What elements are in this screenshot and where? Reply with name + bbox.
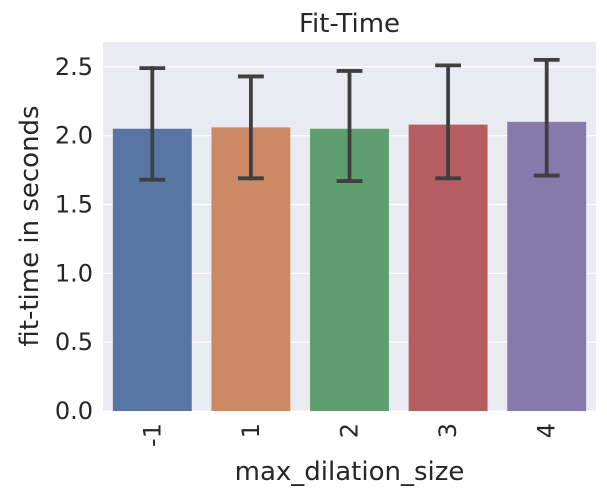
x-tick-label: 3: [434, 423, 462, 438]
y-tick-label: 2.5: [55, 53, 93, 81]
error-bar: [533, 57, 560, 178]
x-tick-label: 1: [237, 423, 265, 438]
error-bar: [139, 66, 166, 182]
x-tick-labels: -1 1 2 3 4: [138, 423, 560, 447]
error-bar: [336, 69, 363, 183]
y-tick-label: 1.5: [55, 190, 93, 218]
y-tick-labels: 0.0 0.5 1.0 1.5 2.0 2.5: [55, 53, 93, 425]
x-tick-label: -1: [138, 423, 166, 447]
x-tick-label: 4: [533, 423, 561, 438]
y-tick-label: 1.0: [55, 259, 93, 287]
y-axis-label: fit-time in seconds: [15, 105, 45, 346]
y-tick-label: 2.0: [55, 122, 93, 150]
x-tick-label: 2: [336, 423, 364, 438]
chart-title: Fit-Time: [299, 9, 400, 39]
y-tick-label: 0.0: [55, 397, 93, 425]
error-bar: [435, 63, 462, 181]
x-axis-label: max_dilation_size: [235, 457, 465, 487]
y-tick-label: 0.5: [55, 328, 93, 356]
error-bars: [139, 57, 560, 183]
error-bar: [237, 74, 264, 181]
